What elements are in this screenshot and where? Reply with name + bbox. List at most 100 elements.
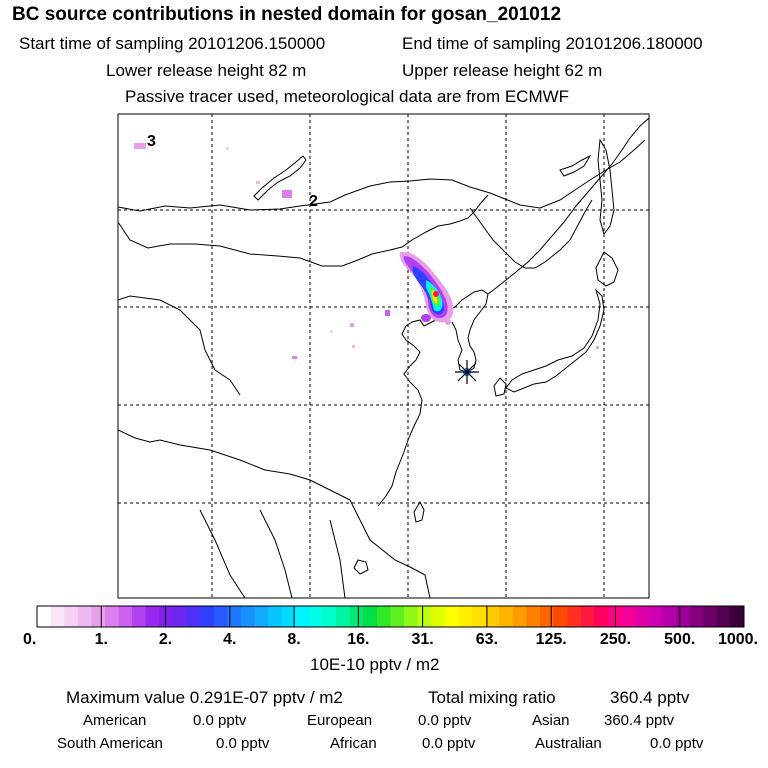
source-patch — [596, 346, 599, 349]
plume-peak — [433, 291, 439, 297]
western-border — [118, 295, 241, 396]
colorbar-swatch — [404, 606, 419, 627]
colorbar-tick-labels: 0. 1. 2. 4. 8. 16. 31. 63. 125. 250. 500. 1000. — [23, 631, 758, 648]
colorbar-swatch — [322, 606, 337, 627]
colorbar-swatch — [676, 606, 691, 627]
colorbar-tick-label: 500. — [664, 631, 695, 648]
colorbar-swatch — [159, 606, 174, 627]
colorbar-swatch — [662, 606, 677, 627]
colorbar-swatch — [376, 606, 391, 627]
total-mixing-label: Total mixing ratio — [428, 688, 556, 707]
colorbar-swatch — [390, 606, 405, 627]
colorbar-swatch — [200, 606, 215, 627]
colorbar-swatch — [118, 606, 133, 627]
colorbar-tick-label: 63. — [476, 631, 498, 648]
colorbar-swatch — [635, 606, 650, 627]
colorbar-swatch — [91, 606, 106, 627]
asterisk-icon — [455, 360, 479, 384]
colorbar-swatch — [540, 606, 555, 627]
source-patch — [292, 356, 297, 359]
colorbar-swatch — [336, 606, 351, 627]
china-coastline — [377, 317, 441, 507]
colorbar-tick-label: 4. — [223, 631, 236, 648]
manchuria-border — [469, 199, 593, 269]
colorbar-unit-label: 10E-10 pptv / m2 — [310, 655, 440, 674]
colorbar-swatch — [621, 606, 636, 627]
colorbar-swatch — [172, 606, 187, 627]
colorbar-swatch — [268, 606, 283, 627]
colorbar-swatch — [580, 606, 595, 627]
map-frame — [117, 113, 650, 599]
region-value-african: 0.0 pptv — [422, 735, 476, 752]
region-name-australian: Australian — [535, 735, 602, 752]
colorbar-swatch — [254, 606, 269, 627]
source-label-2: 2 — [309, 193, 318, 210]
sakhalin-island — [597, 138, 615, 236]
region-name-south-american: South American — [57, 735, 163, 752]
colorbar-swatch — [730, 606, 745, 627]
colorbar-swatch — [512, 606, 527, 627]
colorbar-tick-label: 1. — [95, 631, 108, 648]
source-label-3: 3 — [147, 133, 156, 150]
colorbar-swatch — [594, 606, 609, 627]
region-value-australian: 0.0 pptv — [650, 735, 704, 752]
region-name-african: African — [330, 735, 377, 752]
colorbar-tick-label: 16. — [347, 631, 369, 648]
max-value-label: Maximum value 0.291E-07 pptv / m2 — [66, 688, 343, 707]
colorbar-swatch — [132, 606, 147, 627]
colorbar-swatch — [431, 606, 446, 627]
colorbar-swatch — [281, 606, 296, 627]
upper-height-label: Upper release height 62 m — [402, 61, 603, 80]
map-frame-bg — [118, 114, 649, 598]
region-name-european: European — [307, 712, 373, 729]
hainan-island — [353, 559, 369, 575]
page-title: BC source contributions in nested domain… — [12, 4, 562, 25]
receptor-marker — [455, 360, 479, 384]
himalaya-border — [159, 439, 351, 501]
colorbar-swatch — [308, 606, 323, 627]
colorbar-swatch — [363, 606, 378, 627]
colorbar-swatch — [485, 606, 500, 627]
region-name-asian: Asian — [532, 712, 570, 729]
plume-blob — [421, 314, 431, 322]
end-time-label: End time of sampling 20101206.180000 — [402, 34, 703, 53]
colorbar-swatch — [648, 606, 663, 627]
source-patch — [352, 345, 355, 348]
region-value-asian: 360.4 pptv — [604, 712, 675, 729]
colorbar-swatch — [716, 606, 731, 627]
south-borders — [199, 509, 346, 598]
start-time-label: Start time of sampling 20101206.150000 — [19, 34, 326, 53]
lake-baikal — [253, 155, 307, 201]
colorbar-swatch — [472, 606, 487, 627]
coast-fragment — [559, 154, 592, 177]
colorbar-swatch — [703, 606, 718, 627]
region-value-american: 0.0 pptv — [193, 712, 247, 729]
colorbar-swatch — [349, 606, 364, 627]
tracer-note: Passive tracer used, meteorological data… — [125, 87, 570, 106]
far-east-coastline — [487, 117, 649, 295]
colorbar-tick-label: 0. — [23, 631, 36, 648]
colorbar-tick-label: 1000. — [718, 631, 758, 648]
region-value-european: 0.0 pptv — [418, 712, 472, 729]
total-mixing-value: 360.4 pptv — [610, 688, 690, 707]
colorbar-swatch — [50, 606, 65, 627]
colorbar — [36, 605, 745, 628]
plume-blob — [445, 319, 451, 325]
colorbar-swatch — [104, 606, 119, 627]
region-name-american: American — [83, 712, 147, 729]
source-patch — [350, 323, 354, 327]
colorbar-tick-label: 8. — [287, 631, 300, 648]
colorbar-swatch — [295, 606, 310, 627]
hokkaido-island — [595, 251, 619, 287]
colorbar-swatch — [64, 606, 79, 627]
colorbar-swatch — [553, 606, 568, 627]
russia-border — [118, 139, 646, 212]
colorbar-frame — [36, 605, 745, 628]
colorbar-tick-label: 31. — [412, 631, 434, 648]
mongolia-border — [118, 194, 489, 267]
source-patch — [330, 330, 333, 333]
colorbar-swatch — [213, 606, 228, 627]
lat-lon-grid — [118, 114, 649, 598]
colorbar-tick-label: 250. — [600, 631, 631, 648]
